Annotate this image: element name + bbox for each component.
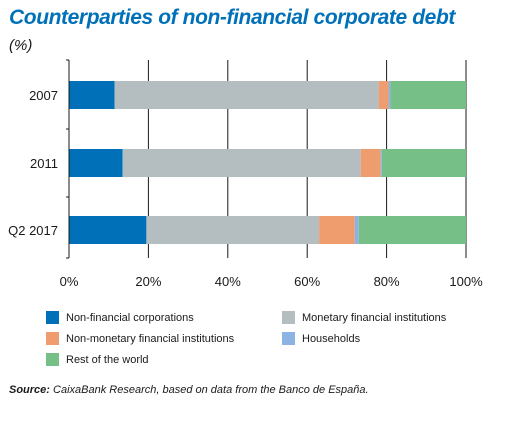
legend-label: Monetary financial institutions: [302, 311, 447, 324]
legend-label: Rest of the world: [66, 353, 149, 366]
bar-segment: [380, 149, 382, 177]
x-tick-label: 100%: [449, 274, 483, 289]
bar-segment: [378, 81, 389, 109]
x-tick-label: 0%: [60, 274, 79, 289]
category-label: 2011: [30, 156, 58, 171]
bar-segment: [381, 149, 466, 177]
bar-segment: [69, 216, 147, 244]
source-label: Source:: [9, 384, 50, 396]
chart-title: Counterparties of non-financial corporat…: [9, 6, 455, 29]
bar-segment: [146, 216, 320, 244]
x-tick-label: 60%: [294, 274, 320, 289]
stacked-bar-chart: 2007 2011 Q2 2017 0% 20% 40% 60% 80% 100%: [8, 59, 483, 289]
legend-label: Non-financial corporations: [66, 311, 194, 324]
bar-segment: [360, 149, 381, 177]
bar-segment: [69, 149, 123, 177]
source-note: Source: CaixaBank Research, based on dat…: [9, 384, 369, 396]
category-label: Q2 2017: [8, 223, 58, 238]
x-tick-label: 20%: [135, 274, 161, 289]
legend-item: Rest of the world: [46, 353, 149, 366]
legend-item: Households: [282, 332, 360, 345]
chart-subtitle: (%): [9, 37, 33, 54]
legend-label: Non-monetary financial institutions: [66, 332, 235, 345]
legend-item: Non-financial corporations: [46, 311, 194, 324]
x-tick-label: 40%: [215, 274, 241, 289]
axes: 2007 2011 Q2 2017 0% 20% 40% 60% 80% 100%: [8, 59, 483, 289]
source-text: CaixaBank Research, based on data from t…: [53, 384, 369, 396]
legend-item: Monetary financial institutions: [282, 311, 446, 324]
bar-segment: [388, 81, 391, 109]
category-label: 2007: [29, 88, 58, 103]
legend-swatch: [282, 332, 295, 345]
legend-item: Non-monetary financial institutions: [46, 332, 234, 345]
x-tick-label: 80%: [374, 274, 400, 289]
bar-segment: [390, 81, 466, 109]
bar-segment: [358, 216, 466, 244]
legend-swatch: [282, 311, 295, 324]
bar-segment: [319, 216, 355, 244]
bar-segment: [114, 81, 379, 109]
legend-swatch: [46, 332, 59, 345]
bar-segment: [122, 149, 361, 177]
bar-segment: [69, 81, 115, 109]
legend-swatch: [46, 353, 59, 366]
bar-segment: [354, 216, 359, 244]
bars: [69, 81, 466, 244]
legend-swatch: [46, 311, 59, 324]
legend-label: Households: [302, 332, 361, 345]
